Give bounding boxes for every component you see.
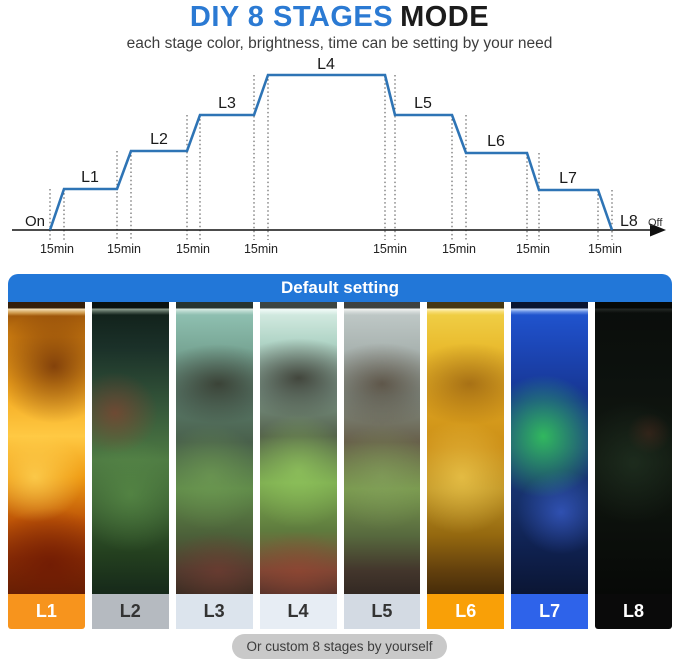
- default-setting-title: Default setting: [8, 274, 672, 302]
- stage-strip-l3: L3: [175, 302, 253, 629]
- default-setting-panel: Default setting L1 L2 L3 L4 L5 L6 L7: [8, 274, 672, 629]
- aquarium-photo-l6: [427, 302, 505, 594]
- stage-chip-l2: L2: [91, 594, 169, 629]
- aquarium-photo-l7: [511, 302, 589, 594]
- stage-label-l3: L3: [218, 95, 236, 112]
- subtitle: each stage color, brightness, time can b…: [126, 35, 553, 52]
- interval-label: 15min: [107, 242, 141, 256]
- stage-timing-chart: On L1 L2 L3 L4 L5 L6 L7 L8 Off 15min 15m…: [12, 56, 666, 256]
- interval-label: 15min: [588, 242, 622, 256]
- stage-label-l6: L6: [487, 133, 505, 150]
- stage-strip-l8: L8: [595, 302, 672, 629]
- title-accent: DIY 8 STAGES: [189, 1, 394, 33]
- stage-label-l7: L7: [559, 170, 577, 187]
- stage-label-l8: L8: [620, 213, 638, 230]
- stage-chip-l4: L4: [259, 594, 337, 629]
- aquarium-photo-l2: [91, 302, 169, 594]
- stage-strip-l7: L7: [511, 302, 589, 629]
- aquarium-photo-l4: [259, 302, 337, 594]
- stage-photo-strips: L1 L2 L3 L4 L5 L6 L7 L8: [8, 302, 672, 629]
- stage-strip-l2: L2: [91, 302, 169, 629]
- aquarium-photo-l1: [8, 302, 85, 594]
- interval-label: 15min: [516, 242, 550, 256]
- stage-strip-l6: L6: [427, 302, 505, 629]
- interval-label: 15min: [442, 242, 476, 256]
- aquarium-photo-l8: [595, 302, 672, 594]
- page-title: DIY 8 STAGES MODE: [0, 2, 679, 33]
- off-label: Off: [648, 217, 663, 229]
- stage-chip-l6: L6: [427, 594, 505, 629]
- interval-label: 15min: [176, 242, 210, 256]
- stage-chip-l1: L1: [8, 594, 85, 629]
- axis-arrow-icon: [650, 223, 666, 237]
- aquarium-photo-l3: [175, 302, 253, 594]
- stage-label-l1: L1: [81, 169, 99, 186]
- page-header: DIY 8 STAGES MODE each stage color, brigh…: [0, 2, 679, 53]
- stage-label-l4: L4: [317, 56, 335, 73]
- stage-strip-l5: L5: [343, 302, 421, 629]
- stage-label-l2: L2: [150, 131, 168, 148]
- on-label: On: [25, 213, 45, 230]
- stage-chip-l3: L3: [175, 594, 253, 629]
- interval-label: 15min: [244, 242, 278, 256]
- footer: Or custom 8 stages by yourself: [0, 634, 679, 659]
- stage-strip-l1: L1: [8, 302, 85, 629]
- interval-label: 15min: [40, 242, 74, 256]
- brightness-step-line: [48, 73, 614, 231]
- stage-chip-l8: L8: [595, 594, 672, 629]
- aquarium-photo-l5: [343, 302, 421, 594]
- stage-strip-l4: L4: [259, 302, 337, 629]
- stage-chip-l7: L7: [511, 594, 589, 629]
- interval-label: 15min: [373, 242, 407, 256]
- stage-chip-l5: L5: [343, 594, 421, 629]
- custom-note-pill: Or custom 8 stages by yourself: [232, 634, 447, 659]
- title-rest: MODE: [400, 1, 490, 33]
- stage-label-l5: L5: [414, 95, 432, 112]
